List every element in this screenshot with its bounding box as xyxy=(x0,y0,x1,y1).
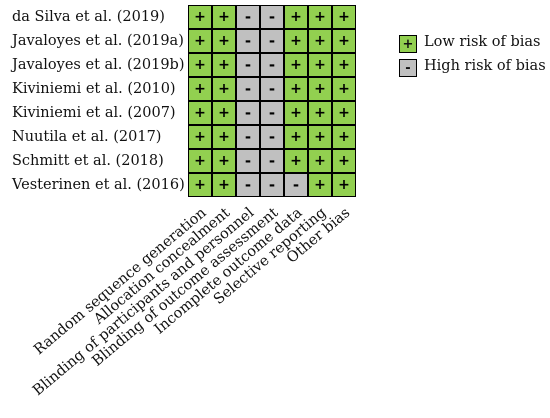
high-risk-cell: - xyxy=(261,126,283,148)
low-risk-cell: + xyxy=(309,126,331,148)
low-risk-cell: + xyxy=(309,54,331,76)
high-risk-cell: - xyxy=(237,6,259,28)
low-risk-cell: + xyxy=(333,174,355,196)
high-risk-legend-swatch: - xyxy=(399,59,417,77)
high-risk-cell: - xyxy=(285,174,307,196)
high-risk-cell: - xyxy=(237,150,259,172)
high-risk-cell: - xyxy=(237,54,259,76)
high-risk-cell: - xyxy=(261,78,283,100)
low-risk-cell: + xyxy=(189,126,211,148)
low-risk-cell: + xyxy=(333,54,355,76)
low-risk-cell: + xyxy=(285,6,307,28)
low-risk-cell: + xyxy=(285,102,307,124)
low-risk-cell: + xyxy=(285,78,307,100)
low-risk-cell: + xyxy=(333,102,355,124)
low-risk-cell: + xyxy=(333,30,355,52)
high-risk-cell: - xyxy=(261,150,283,172)
high-risk-cell: - xyxy=(237,30,259,52)
study-label: Nuutila et al. (2017) xyxy=(12,129,162,145)
high-risk-cell: - xyxy=(237,102,259,124)
low-risk-cell: + xyxy=(309,150,331,172)
low-risk-cell: + xyxy=(213,126,235,148)
low-risk-cell: + xyxy=(213,174,235,196)
study-label: Kiviniemi et al. (2007) xyxy=(12,105,176,121)
low-risk-cell: + xyxy=(309,78,331,100)
high-risk-cell: - xyxy=(261,102,283,124)
low-risk-cell: + xyxy=(285,30,307,52)
low-risk-cell: + xyxy=(213,150,235,172)
low-risk-cell: + xyxy=(189,174,211,196)
low-risk-cell: + xyxy=(189,102,211,124)
low-risk-cell: + xyxy=(285,54,307,76)
low-risk-cell: + xyxy=(285,150,307,172)
study-label: Javaloyes et al. (2019a) xyxy=(12,33,184,49)
low-risk-cell: + xyxy=(309,30,331,52)
risk-of-bias-grid: + + - - + + + + + - - + + + + + - - + + + + + - - + + + + + - - + + + + + - - +… xyxy=(188,5,356,197)
low-risk-cell: + xyxy=(213,6,235,28)
high-risk-legend-label: High risk of bias xyxy=(424,58,546,74)
high-risk-cell: - xyxy=(261,174,283,196)
study-label: Schmitt et al. (2018) xyxy=(12,153,164,169)
low-risk-cell: + xyxy=(213,30,235,52)
low-risk-cell: + xyxy=(333,126,355,148)
low-risk-cell: + xyxy=(189,54,211,76)
high-risk-cell: - xyxy=(261,6,283,28)
low-risk-legend-label: Low risk of bias xyxy=(424,34,541,50)
low-risk-cell: + xyxy=(189,30,211,52)
low-risk-cell: + xyxy=(189,78,211,100)
study-label: Javaloyes et al. (2019b) xyxy=(12,57,185,73)
low-risk-cell: + xyxy=(309,102,331,124)
study-label: da Silva et al. (2019) xyxy=(12,9,165,25)
low-risk-cell: + xyxy=(333,150,355,172)
high-risk-cell: - xyxy=(237,78,259,100)
low-risk-cell: + xyxy=(213,102,235,124)
high-risk-cell: - xyxy=(261,30,283,52)
low-risk-cell: + xyxy=(189,150,211,172)
low-risk-cell: + xyxy=(309,174,331,196)
high-risk-cell: - xyxy=(261,54,283,76)
low-risk-cell: + xyxy=(333,78,355,100)
low-risk-cell: + xyxy=(189,6,211,28)
high-risk-cell: - xyxy=(237,126,259,148)
low-risk-cell: + xyxy=(285,126,307,148)
study-label: Vesterinen et al. (2016) xyxy=(12,177,185,193)
low-risk-cell: + xyxy=(213,78,235,100)
high-risk-cell: - xyxy=(237,174,259,196)
low-risk-cell: + xyxy=(333,6,355,28)
study-label: Kiviniemi et al. (2010) xyxy=(12,81,176,97)
low-risk-cell: + xyxy=(213,54,235,76)
low-risk-cell: + xyxy=(309,6,331,28)
low-risk-legend-swatch: + xyxy=(399,35,417,53)
